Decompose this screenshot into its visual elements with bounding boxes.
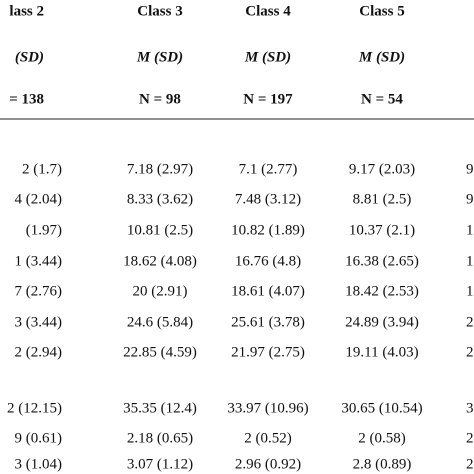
cell: 7.48 (3.12) [235, 191, 301, 207]
cell: 18.61 (4.07) [231, 283, 305, 299]
cell: 19.11 (4.03) [345, 344, 418, 360]
cell: 8.81 (2.5) [353, 191, 412, 207]
cell: 1 [466, 283, 474, 299]
cell: 2 [466, 430, 474, 446]
cell: 3.07 (1.12) [127, 456, 193, 472]
cell: 4 (2.04) [15, 191, 63, 207]
column-header: Class 3 [137, 3, 182, 19]
cell: 16.76 (4.8) [235, 253, 301, 269]
cell: 7.1 (2.77) [239, 161, 298, 177]
cell: 24.89 (3.94) [345, 314, 419, 330]
sample-size: = 138 [9, 91, 44, 107]
sample-size: N = 54 [361, 91, 403, 107]
cell: 3 (3.44) [15, 314, 63, 330]
cell: 10.37 (2.1) [349, 222, 415, 238]
cell: 22.85 (4.59) [123, 344, 197, 360]
cell: 7.18 (2.97) [127, 161, 193, 177]
cell: 24.6 (5.84) [127, 314, 193, 330]
cell: 25.61 (3.78) [231, 314, 305, 330]
cell: 16.38 (2.65) [345, 253, 419, 269]
cell: 2 [466, 344, 474, 360]
stat-label: M (SD) [244, 49, 291, 65]
cell: 2.18 (0.65) [127, 430, 193, 446]
cell: 10 [466, 222, 474, 238]
cell: 10.82 (1.89) [231, 222, 305, 238]
cell: 3 (1.04) [15, 456, 63, 472]
cell: 1 (3.44) [15, 253, 63, 269]
cell: (1.97) [26, 222, 62, 238]
cell: 20 (2.91) [133, 283, 188, 299]
column-header: Class 5 [359, 3, 404, 19]
cell: 1 [466, 253, 474, 269]
cell: 9.17 (2.03) [349, 161, 415, 177]
stat-label: M (SD) [358, 49, 405, 65]
cell: 18.42 (2.53) [345, 283, 419, 299]
cell: 2 (0.52) [244, 430, 292, 446]
cell: 9 [466, 191, 474, 207]
cell: 10.81 (2.5) [127, 222, 193, 238]
cell: 30.65 (10.54) [341, 400, 422, 416]
cell: 18.62 (4.08) [123, 253, 197, 269]
cell: 7 (2.76) [15, 283, 63, 299]
column-header: lass 2 [9, 3, 44, 19]
cell: 2 [466, 314, 474, 330]
cell: 21.97 (2.75) [231, 344, 305, 360]
cell: 9 (0.61) [15, 430, 63, 446]
cell: 2.96 (0.92) [235, 456, 301, 472]
cell: 2.8 (0.89) [353, 456, 412, 472]
cell: 2 [466, 456, 474, 472]
cell: 32 [466, 400, 474, 416]
cell: 9 [466, 161, 474, 177]
stat-label: M (SD) [136, 49, 183, 65]
cell: 2 (12.15) [7, 400, 62, 416]
cell: 2 (1.7) [22, 161, 62, 177]
column-header: Class 4 [245, 3, 291, 19]
cell: 8.33 (3.62) [127, 191, 193, 207]
cell: 2 (2.94) [15, 344, 63, 360]
cell: 2 (0.58) [358, 430, 406, 446]
sample-size: N = 197 [243, 91, 293, 107]
cell: 35.35 (12.4) [123, 400, 197, 416]
stat-label: (SD) [15, 49, 44, 65]
sample-size: N = 98 [139, 91, 181, 107]
cell: 33.97 (10.96) [227, 400, 308, 416]
